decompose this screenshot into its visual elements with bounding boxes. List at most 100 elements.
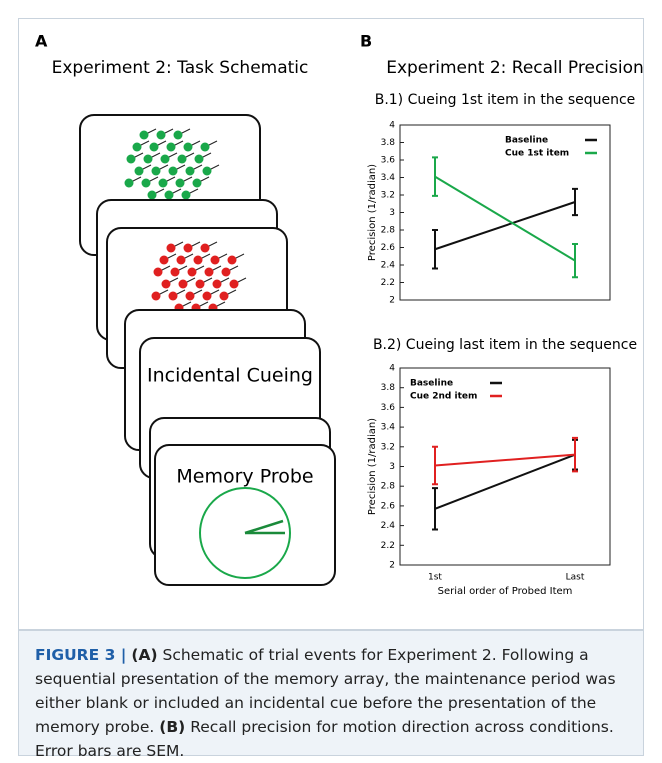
dot	[178, 279, 188, 289]
y-axis-label: Precision (1/radian)	[367, 164, 378, 261]
card-text: Memory Probe	[176, 466, 313, 488]
dot	[193, 255, 203, 265]
dot	[168, 291, 178, 301]
x-axis-label: Serial order of Probed Item	[438, 586, 573, 597]
dot	[173, 130, 183, 140]
dot	[160, 154, 170, 164]
probe-arrow	[244, 519, 285, 535]
dot	[161, 279, 171, 289]
dot	[176, 255, 186, 265]
figure: A Experiment 2: Task Schematic B Experim…	[35, 32, 644, 598]
y-tick-label: 2	[389, 296, 395, 306]
legend-label: Cue 2nd item	[410, 392, 477, 402]
x-tick-label: 1st	[428, 573, 442, 583]
y-tick-label: 2.2	[381, 541, 395, 551]
legend-label: Cue 1st item	[505, 149, 569, 159]
y-axis-label: Precision (1/radian)	[367, 418, 378, 515]
dot	[132, 142, 142, 152]
card	[154, 444, 336, 586]
y-tick-label: 2	[389, 561, 395, 571]
dot	[166, 142, 176, 152]
error-bar	[432, 487, 438, 531]
dot	[126, 154, 136, 164]
dot	[159, 255, 169, 265]
dot	[151, 166, 161, 176]
y-tick-label: 3.8	[381, 138, 396, 148]
dot	[151, 291, 161, 301]
series-line	[434, 201, 576, 251]
card-text: Incidental Cueing	[147, 365, 313, 387]
dot	[187, 267, 197, 277]
x-tick-label: Last	[566, 573, 585, 583]
y-tick-label: 3.2	[381, 191, 395, 201]
error-bar	[432, 156, 438, 197]
dot	[200, 142, 210, 152]
figure-frame	[18, 18, 644, 630]
panel-letter: A	[35, 32, 48, 51]
y-tick-label: 2.8	[381, 226, 396, 236]
dot	[175, 178, 185, 188]
dot	[153, 267, 163, 277]
dot	[219, 291, 229, 301]
dot	[147, 190, 157, 200]
dot	[156, 130, 166, 140]
y-tick-label: 2.4	[381, 261, 396, 271]
error-bar	[572, 187, 578, 217]
dot	[185, 291, 195, 301]
y-tick-label: 2.8	[381, 482, 396, 492]
dot	[212, 279, 222, 289]
dot	[204, 267, 214, 277]
dot	[139, 130, 149, 140]
dot	[181, 190, 191, 200]
y-tick-label: 3.6	[381, 156, 396, 166]
dot	[149, 142, 159, 152]
y-tick-label: 4	[389, 364, 395, 374]
y-tick-label: 3.4	[381, 173, 396, 183]
dot	[192, 178, 202, 188]
panel-title: Experiment 2: Recall Precision	[386, 58, 644, 78]
dot	[195, 279, 205, 289]
dot	[229, 279, 239, 289]
y-tick-label: 3.6	[381, 403, 396, 413]
dot	[200, 243, 210, 253]
dot	[194, 154, 204, 164]
series-line	[434, 453, 576, 510]
series-line	[434, 175, 576, 262]
dot	[183, 243, 193, 253]
y-tick-label: 2.2	[381, 278, 395, 288]
caption-panel: (A)	[131, 646, 158, 664]
y-tick-label: 3	[389, 208, 395, 218]
caption-panel: (B)	[159, 718, 186, 736]
dot	[185, 166, 195, 176]
schematic: Incidental Cueing Memory Probe	[79, 114, 336, 586]
y-tick-label: 3.2	[381, 442, 395, 452]
y-tick-label: 3.4	[381, 423, 396, 433]
y-tick-label: 4	[389, 121, 395, 131]
dot	[202, 291, 212, 301]
dot	[166, 243, 176, 253]
caption: FIGURE 3 | (A) Schematic of trial events…	[18, 630, 644, 760]
y-tick-label: 2.6	[381, 501, 396, 511]
dot	[221, 267, 231, 277]
series-line	[434, 453, 576, 467]
legend-label: Baseline	[505, 136, 548, 146]
panel-letter: B	[360, 32, 372, 51]
error-bar	[572, 436, 578, 473]
dot	[158, 178, 168, 188]
dot	[164, 190, 174, 200]
dot	[134, 166, 144, 176]
dot	[124, 178, 134, 188]
error-bar	[572, 243, 578, 279]
dot	[177, 154, 187, 164]
y-tick-label: 2.6	[381, 243, 396, 253]
dot	[170, 267, 180, 277]
dot	[227, 255, 237, 265]
dot	[141, 178, 151, 188]
chart-title: B.1) Cueing 1st item in the sequence	[375, 92, 636, 108]
dot	[210, 255, 220, 265]
probe-circle	[199, 487, 291, 579]
dot	[168, 166, 178, 176]
error-bar	[432, 229, 438, 270]
y-tick-label: 3.8	[381, 383, 396, 393]
